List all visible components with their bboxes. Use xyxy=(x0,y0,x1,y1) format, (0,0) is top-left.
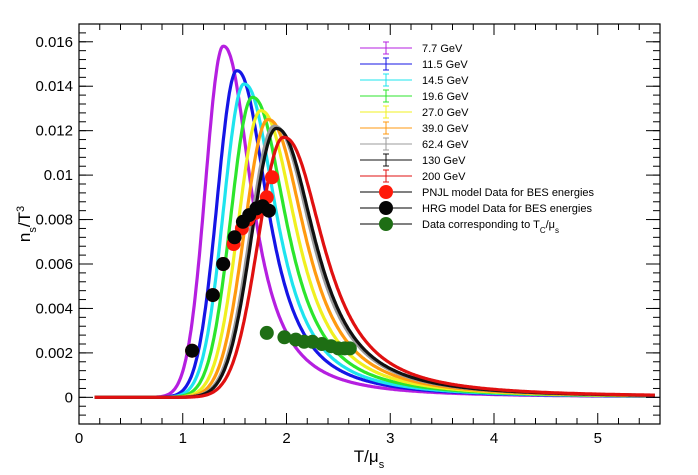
legend-marker-9 xyxy=(379,185,393,199)
x-tick-label-0: 0 xyxy=(75,430,83,447)
series-line-8 xyxy=(93,135,656,399)
legend-label-1: 11.5 GeV xyxy=(422,59,468,71)
series-line-7 xyxy=(93,126,656,399)
series-line-4 xyxy=(93,109,656,399)
marker-2-9 xyxy=(342,341,357,356)
legend-label-10: HRG model Data for BES energies xyxy=(422,203,592,215)
x-tick-label-4: 4 xyxy=(490,430,498,447)
legend-label-3: 19.6 GeV xyxy=(422,91,469,103)
x-tick-label-3: 3 xyxy=(386,430,394,447)
y-tick-label-8: 0.016 xyxy=(35,34,73,51)
marker-2-0 xyxy=(259,325,274,340)
curves-layer xyxy=(93,44,656,399)
series-line-0 xyxy=(93,44,656,399)
y-tick-label-1: 0.002 xyxy=(35,345,73,362)
marker-1-3 xyxy=(227,230,242,245)
axes-layer: 0 1 2 3 4 5 0 0.002 0.004 0.006 0.008 0.01 0.012 0.01… xyxy=(35,23,660,447)
legend-label-0: 7.7 GeV xyxy=(422,43,463,55)
marker-0-9 xyxy=(265,170,279,185)
y-tick-label-0: 0 xyxy=(65,389,73,406)
y-tick-label-6: 0.012 xyxy=(35,123,73,140)
legend-label-9: PNJL model Data for BES energies xyxy=(422,187,595,199)
y-tick-label-5: 0.01 xyxy=(44,167,73,184)
legend-label-2: 14.5 GeV xyxy=(422,75,469,87)
x-axis-title: T/μs xyxy=(354,447,385,471)
legend-label-4: 27.0 GeV xyxy=(422,107,469,119)
series-line-1 xyxy=(93,69,656,399)
legend-label-6: 62.4 GeV xyxy=(422,139,469,151)
legend-label-5: 39.0 GeV xyxy=(422,123,469,135)
legend: 7.7 GeV 11.5 GeV 14.5 GeV 19.6 GeV 27.0 GeV 3… xyxy=(360,41,595,235)
legend-label-7: 130 GeV xyxy=(422,155,466,167)
series-line-6 xyxy=(93,124,656,399)
marker-1-8 xyxy=(261,203,276,218)
y-tick-label-4: 0.008 xyxy=(35,212,73,229)
y-tick-label-3: 0.006 xyxy=(35,256,73,273)
legend-label-8: 200 GeV xyxy=(422,171,466,183)
x-tick-label-1: 1 xyxy=(179,430,187,447)
x-tick-label-5: 5 xyxy=(594,430,602,447)
marker-1-1 xyxy=(205,288,220,303)
legend-label-11: Data corresponding to TC/μs xyxy=(422,219,559,235)
marker-1-0 xyxy=(185,343,200,358)
series-line-5 xyxy=(93,117,656,399)
markers-layer xyxy=(185,170,357,358)
legend-marker-10 xyxy=(379,201,393,215)
marker-2-1 xyxy=(277,330,292,345)
y-tick-label-7: 0.014 xyxy=(35,78,73,95)
marker-1-2 xyxy=(216,257,231,271)
legend-marker-11 xyxy=(379,217,393,231)
x-tick-label-2: 2 xyxy=(282,430,290,447)
y-axis-title: ns/T3 xyxy=(15,206,39,242)
y-tick-label-2: 0.004 xyxy=(35,300,73,317)
